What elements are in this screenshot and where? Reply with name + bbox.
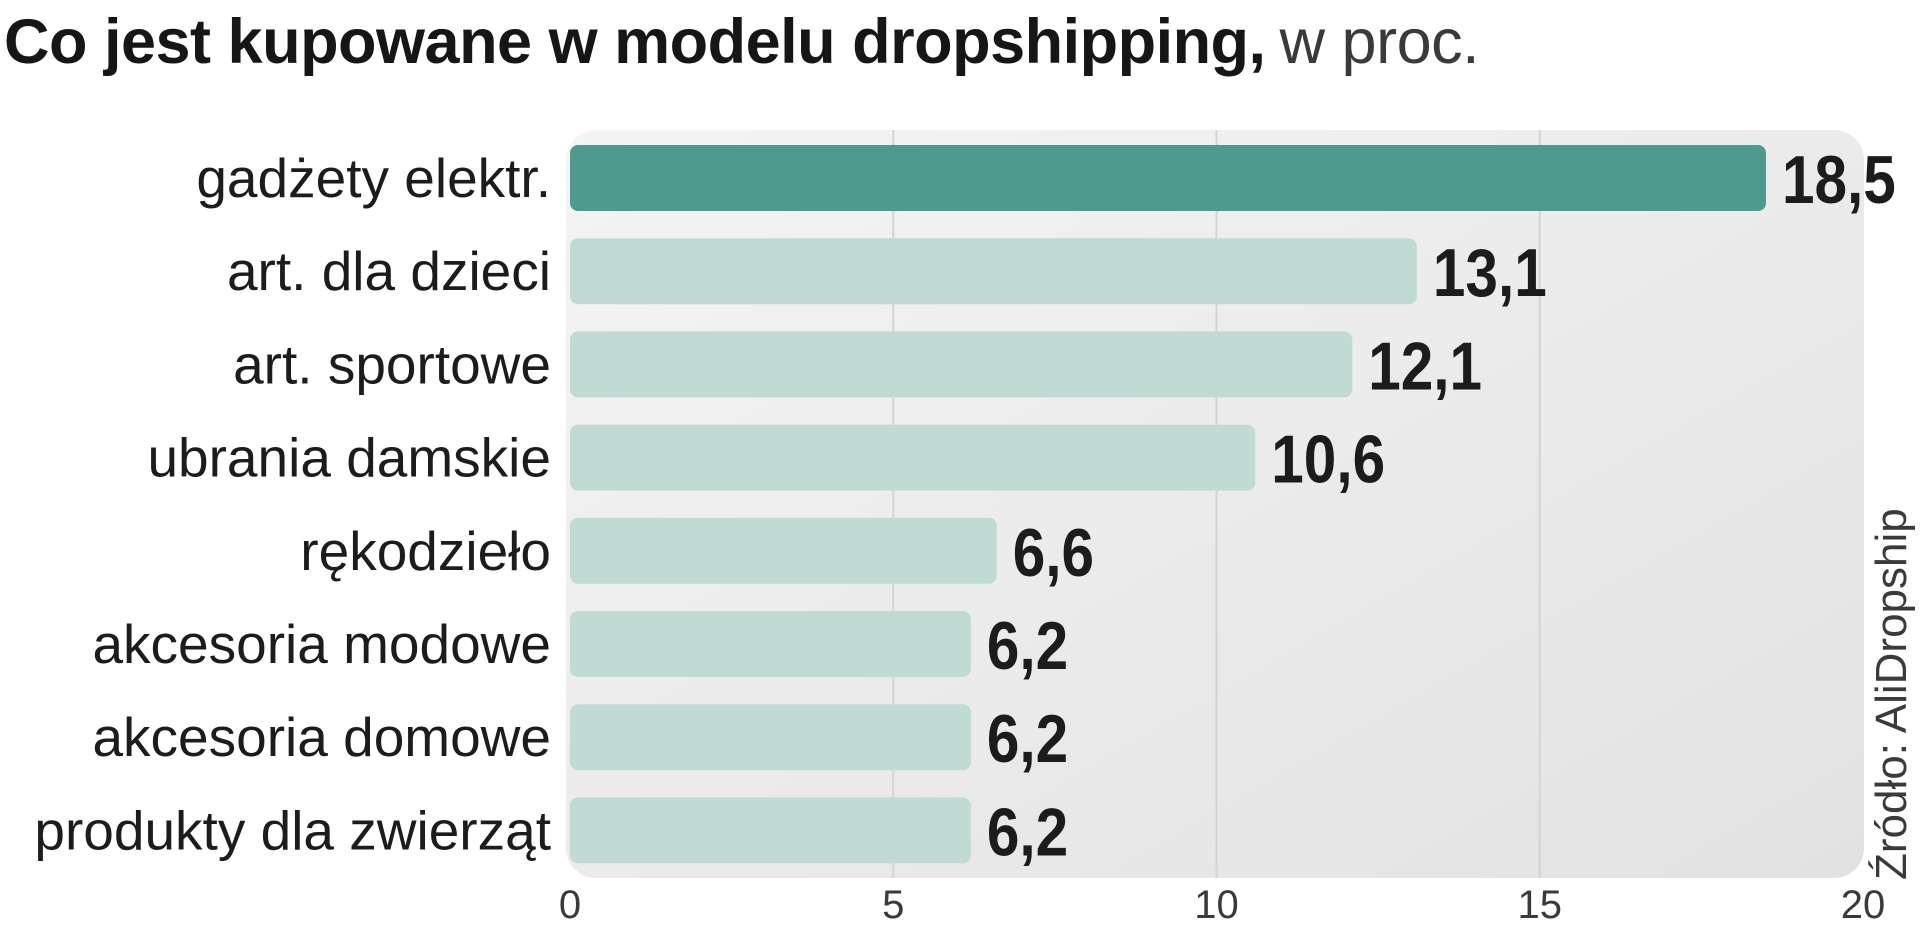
chart-title-main: Co jest kupowane w modelu dropshipping, — [4, 7, 1266, 77]
bar-ubrania-damskie — [570, 424, 1256, 491]
x-tick-label-0: 0 — [559, 883, 581, 925]
bar-akcesoria-domowe — [570, 704, 971, 771]
category-label-akcesoria-modowe: akcesoria modowe — [92, 613, 551, 675]
chart-title: Co jest kupowane w modelu dropshipping, w… — [4, 4, 1480, 80]
x-tick-label-15: 15 — [1518, 883, 1563, 925]
category-label-rekodzielo: rękodzieło — [300, 520, 551, 582]
category-label-ubrania-damskie: ubrania damskie — [147, 427, 551, 489]
bar-art-sportowe — [570, 331, 1353, 398]
value-label-gadzety-elektr: 18,5 — [1782, 143, 1896, 218]
category-label-produkty-dla-zwierzat: produkty dla zwierząt — [34, 799, 551, 861]
category-label-art-sportowe: art. sportowe — [233, 333, 551, 395]
value-label-rekodzielo: 6,6 — [1013, 516, 1094, 591]
bar-gadzety-elektr — [570, 145, 1767, 211]
value-label-akcesoria-modowe: 6,2 — [987, 609, 1068, 684]
source-note: Źródło: AliDropship — [1867, 508, 1916, 880]
value-label-art-dla-dzieci: 13,1 — [1433, 236, 1547, 311]
chart-title-unit: w proc. — [1279, 7, 1480, 77]
x-tick-label-5: 5 — [882, 883, 904, 925]
value-label-produkty-dla-zwierzat: 6,2 — [987, 795, 1068, 870]
bar-produkty-dla-zwierzat — [570, 797, 971, 864]
bar-art-dla-dzieci — [570, 238, 1417, 305]
x-tick-label-20: 20 — [1841, 883, 1886, 925]
value-label-ubrania-damskie: 10,6 — [1271, 423, 1385, 498]
bar-rekodzielo — [570, 517, 997, 584]
x-tick-label-10: 10 — [1194, 883, 1239, 925]
value-label-akcesoria-domowe: 6,2 — [987, 702, 1068, 777]
category-label-art-dla-dzieci: art. dla dzieci — [227, 240, 551, 302]
category-label-akcesoria-domowe: akcesoria domowe — [92, 706, 551, 768]
value-label-art-sportowe: 12,1 — [1368, 329, 1482, 404]
bar-akcesoria-modowe — [570, 611, 971, 677]
category-label-gadzety-elektr: gadżety elektr. — [196, 147, 551, 209]
